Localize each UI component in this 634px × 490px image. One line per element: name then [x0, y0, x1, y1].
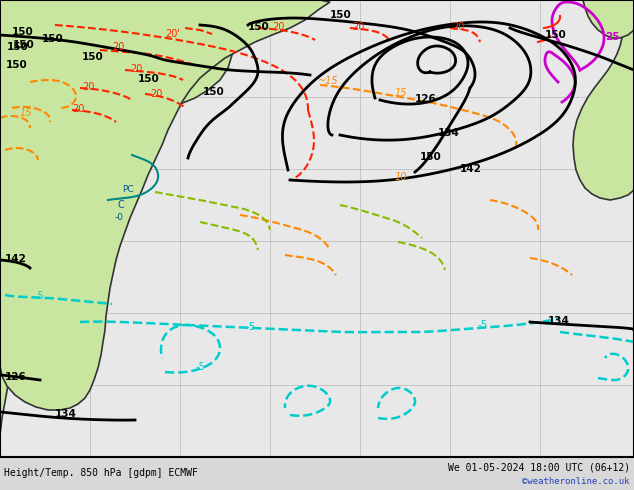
- Text: 20: 20: [82, 82, 94, 92]
- Text: 20: 20: [452, 22, 464, 32]
- Polygon shape: [573, 0, 634, 200]
- Text: ©weatheronline.co.uk: ©weatheronline.co.uk: [522, 476, 630, 486]
- Text: 126: 126: [5, 372, 27, 382]
- Text: 150: 150: [545, 30, 567, 40]
- Text: PC: PC: [122, 185, 134, 194]
- Text: -5: -5: [196, 362, 206, 372]
- Text: 150: 150: [6, 60, 28, 70]
- Text: 150: 150: [12, 27, 34, 37]
- Text: 150: 150: [42, 34, 64, 44]
- Text: 150: 150: [82, 52, 104, 62]
- Text: 20: 20: [130, 64, 143, 74]
- Text: Height/Temp. 850 hPa [gdpm] ECMWF: Height/Temp. 850 hPa [gdpm] ECMWF: [4, 468, 198, 478]
- Text: We 01-05-2024 18:00 UTC (06+12): We 01-05-2024 18:00 UTC (06+12): [448, 462, 630, 472]
- Text: 25: 25: [605, 32, 619, 42]
- Text: 20: 20: [112, 42, 124, 52]
- Text: 142: 142: [5, 254, 27, 264]
- Polygon shape: [540, 0, 634, 38]
- Text: 150: 150: [248, 22, 269, 32]
- Text: 15: 15: [395, 88, 408, 98]
- Text: 150: 150: [138, 74, 160, 84]
- Text: 150: 150: [330, 10, 352, 20]
- Text: 150: 150: [7, 42, 29, 52]
- Text: C: C: [118, 200, 125, 210]
- Polygon shape: [0, 0, 150, 435]
- Text: -5: -5: [478, 320, 488, 330]
- Text: -0: -0: [115, 213, 124, 222]
- Text: 20: 20: [272, 22, 285, 32]
- Bar: [0, 457, 634, 490]
- Text: 10: 10: [395, 172, 408, 182]
- Text: -5: -5: [35, 291, 45, 301]
- Text: 20: 20: [150, 89, 162, 99]
- Text: 134: 134: [548, 316, 570, 326]
- Text: 20': 20': [165, 29, 180, 39]
- Text: -5: -5: [245, 322, 256, 332]
- Polygon shape: [0, 0, 330, 410]
- Text: 15: 15: [20, 108, 32, 118]
- Text: 142: 142: [460, 164, 482, 174]
- Text: 150: 150: [13, 40, 35, 50]
- Text: 150: 150: [420, 152, 442, 162]
- Polygon shape: [0, 0, 232, 372]
- Text: 20: 20: [72, 104, 84, 114]
- Text: 126: 126: [415, 94, 437, 104]
- Text: 134: 134: [438, 128, 460, 138]
- Text: ~15: ~15: [318, 76, 339, 86]
- Text: 150: 150: [203, 87, 224, 97]
- Text: 134: 134: [55, 409, 77, 419]
- Text: 20: 20: [352, 22, 365, 32]
